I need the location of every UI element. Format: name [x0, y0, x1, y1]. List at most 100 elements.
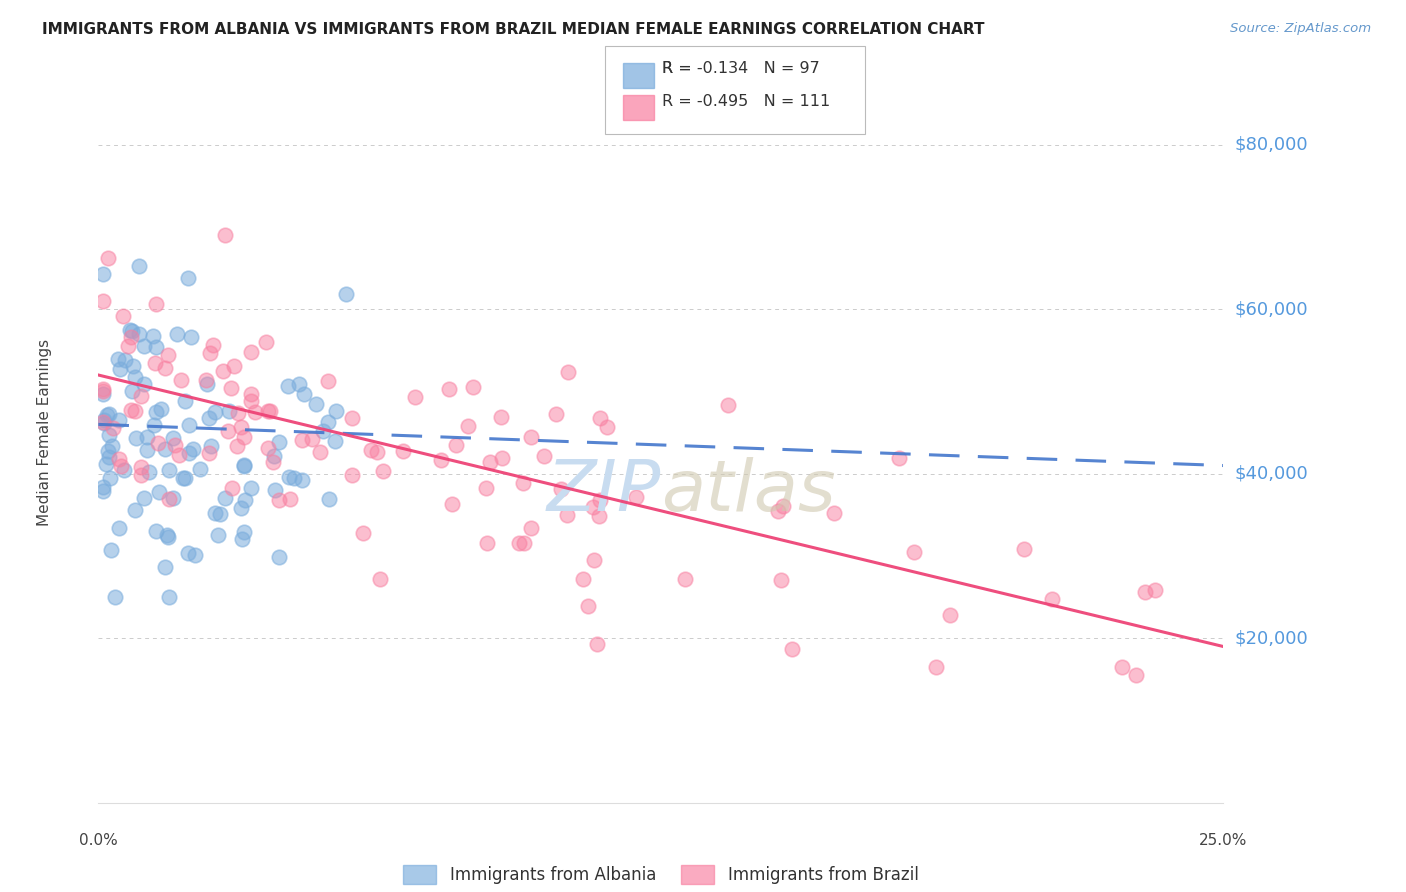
- Point: [153, 560, 176, 574]
- Point: [441, 496, 464, 510]
- Point: [557, 508, 579, 522]
- Point: [887, 451, 910, 466]
- Point: [283, 471, 305, 485]
- Point: [91, 383, 114, 397]
- Point: [475, 535, 498, 549]
- Point: [198, 346, 221, 360]
- Text: $80,000: $80,000: [1234, 136, 1308, 153]
- Point: [179, 330, 201, 344]
- Point: [121, 359, 143, 374]
- Point: [366, 445, 388, 459]
- Point: [301, 432, 323, 446]
- Point: [120, 402, 142, 417]
- Point: [98, 407, 121, 421]
- Point: [117, 339, 139, 353]
- Point: [232, 525, 254, 540]
- Point: [125, 431, 148, 445]
- Point: [596, 420, 619, 434]
- Point: [170, 373, 193, 387]
- Point: [200, 439, 222, 453]
- Point: [533, 449, 555, 463]
- Point: [278, 470, 301, 484]
- Point: [576, 599, 599, 614]
- Point: [207, 527, 229, 541]
- Point: [96, 408, 118, 422]
- Point: [167, 448, 190, 462]
- Point: [103, 590, 125, 604]
- Text: 0.0%: 0.0%: [79, 833, 118, 848]
- Point: [479, 455, 502, 469]
- Point: [557, 365, 579, 379]
- Text: R = -0.495   N = 111: R = -0.495 N = 111: [662, 94, 831, 109]
- Point: [128, 259, 150, 273]
- Point: [519, 521, 541, 535]
- Point: [550, 483, 572, 497]
- Point: [121, 324, 143, 338]
- Point: [624, 490, 647, 504]
- Point: [221, 481, 243, 495]
- Text: Median Female Earnings: Median Female Earnings: [37, 339, 52, 526]
- Point: [97, 428, 120, 442]
- Point: [232, 458, 254, 472]
- Point: [239, 387, 262, 401]
- Point: [360, 443, 382, 458]
- Point: [129, 460, 152, 475]
- Point: [335, 287, 357, 301]
- Point: [136, 442, 159, 457]
- Point: [291, 473, 314, 487]
- Point: [240, 394, 263, 409]
- Point: [177, 547, 200, 561]
- Point: [1125, 668, 1147, 682]
- Point: [91, 387, 114, 401]
- Point: [212, 364, 235, 378]
- Point: [373, 464, 395, 478]
- Point: [134, 376, 156, 391]
- Point: [475, 481, 498, 495]
- Point: [183, 548, 205, 562]
- Point: [91, 415, 114, 429]
- Point: [1012, 542, 1035, 557]
- Point: [132, 491, 155, 506]
- Point: [231, 420, 253, 434]
- Point: [277, 379, 299, 393]
- Point: [156, 528, 179, 542]
- Point: [325, 404, 347, 418]
- Point: [903, 545, 925, 559]
- Point: [318, 374, 340, 388]
- Point: [197, 446, 219, 460]
- Point: [91, 481, 114, 495]
- Point: [229, 501, 252, 516]
- Point: [512, 536, 534, 550]
- Point: [222, 359, 245, 373]
- Point: [572, 572, 595, 586]
- Point: [368, 572, 391, 586]
- Point: [112, 309, 135, 323]
- Point: [457, 419, 479, 434]
- Point: [138, 465, 160, 479]
- Point: [94, 457, 117, 471]
- Point: [924, 660, 946, 674]
- Point: [174, 394, 197, 409]
- Point: [108, 452, 131, 467]
- Point: [98, 471, 121, 485]
- Point: [93, 416, 115, 430]
- Point: [112, 463, 135, 477]
- Point: [243, 405, 266, 419]
- Point: [823, 506, 845, 520]
- Point: [166, 326, 188, 341]
- Point: [257, 404, 280, 418]
- Point: [153, 442, 176, 456]
- Point: [108, 362, 131, 376]
- Point: [429, 453, 451, 467]
- Point: [165, 438, 187, 452]
- Point: [188, 461, 211, 475]
- Point: [221, 381, 243, 395]
- Point: [585, 637, 607, 651]
- Point: [589, 411, 612, 425]
- Point: [766, 503, 789, 517]
- Point: [352, 526, 374, 541]
- Point: [772, 499, 794, 513]
- Point: [938, 607, 960, 622]
- Point: [582, 500, 605, 514]
- Point: [1111, 659, 1133, 673]
